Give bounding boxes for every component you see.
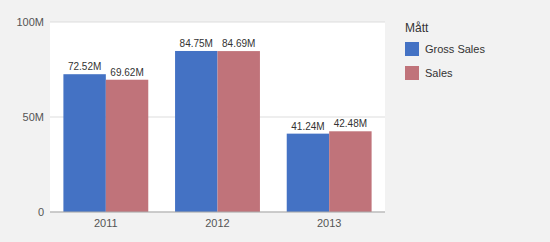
y-tick-label: 0 — [38, 206, 44, 218]
bar — [287, 134, 329, 212]
y-tick-label: 50M — [23, 111, 44, 123]
x-tick-label: 2011 — [94, 217, 118, 229]
bar — [329, 131, 371, 212]
chart-svg: 0 50M 100M 72.52M 84.75M 41.24M 69.62M 84.69M 42… — [0, 0, 550, 242]
bar — [175, 51, 217, 212]
bar — [218, 51, 260, 212]
y-tick-label: 100M — [16, 16, 44, 28]
data-label: 69.62M — [110, 67, 143, 78]
legend-label: Gross Sales — [425, 43, 485, 55]
bars — [63, 51, 371, 212]
plot-background — [50, 22, 385, 212]
chart-container: 0 50M 100M 72.52M 84.75M 41.24M 69.62M 84.69M 42… — [0, 0, 550, 242]
data-label: 84.75M — [180, 38, 213, 49]
legend-label: Sales — [425, 67, 453, 79]
data-labels: 72.52M 84.75M 41.24M 69.62M 84.69M 42.48M — [68, 38, 367, 132]
data-label: 41.24M — [291, 121, 324, 132]
data-label: 42.48M — [334, 118, 367, 129]
x-axis-line — [50, 212, 385, 213]
bar — [106, 80, 148, 212]
legend: Mått Gross Sales Sales — [405, 21, 485, 80]
x-tick-label: 2013 — [317, 217, 341, 229]
grid-line — [50, 22, 385, 23]
x-tick-label: 2012 — [205, 217, 229, 229]
data-label: 72.52M — [68, 61, 101, 72]
legend-swatch — [405, 42, 419, 56]
grid-line — [50, 212, 385, 213]
legend-title: Mått — [405, 21, 429, 35]
data-label: 84.69M — [222, 38, 255, 49]
legend-swatch — [405, 66, 419, 80]
bar — [63, 74, 105, 212]
